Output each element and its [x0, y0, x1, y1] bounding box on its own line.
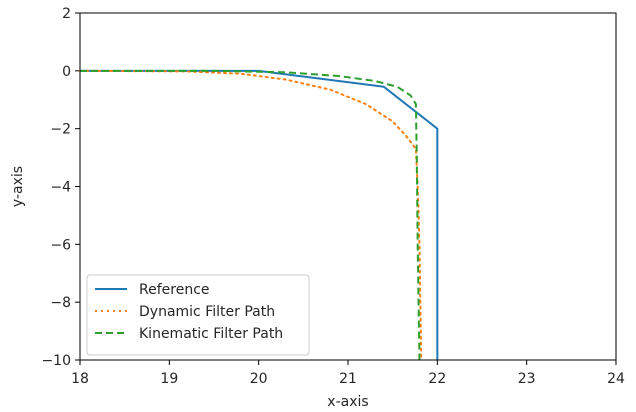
x-tick-label: 20: [250, 371, 268, 387]
y-axis-ticks: 2 0 −2 −4 −6 −8 −10: [41, 6, 80, 369]
legend-label: Kinematic Filter Path: [139, 326, 283, 342]
plot-frame: [79, 12, 617, 361]
series-line-1: [80, 69, 439, 360]
x-tick-label: 19: [160, 371, 178, 387]
x-tick-label: 18: [71, 371, 89, 387]
x-tick-label: 22: [428, 371, 446, 387]
y-tick-label: −10: [41, 353, 71, 369]
y-tick-label: −6: [50, 237, 71, 253]
y-tick-label: −4: [50, 180, 71, 196]
y-tick-label: 2: [62, 6, 71, 22]
series-line-3: [80, 69, 421, 361]
x-tick-label: 21: [339, 371, 357, 387]
y-tick-label: −2: [50, 122, 71, 138]
legend-label: Dynamic Filter Path: [139, 304, 275, 320]
y-axis-label: y-axis: [10, 166, 26, 207]
x-axis-ticks: 18 19 20 21 22 23 24: [71, 360, 625, 387]
x-axis-label: x-axis: [327, 394, 368, 410]
legend-box: [86, 274, 310, 356]
y-tick-label: 0: [62, 64, 71, 80]
x-tick-label: 23: [518, 371, 536, 387]
x-tick-label: 24: [607, 371, 625, 387]
plot-lines: [79, 69, 439, 361]
y-tick-label: −8: [50, 295, 71, 311]
legend-label: Reference: [139, 282, 210, 298]
legend: Reference Dynamic Filter Path Kinematic Fi…: [86, 274, 310, 356]
